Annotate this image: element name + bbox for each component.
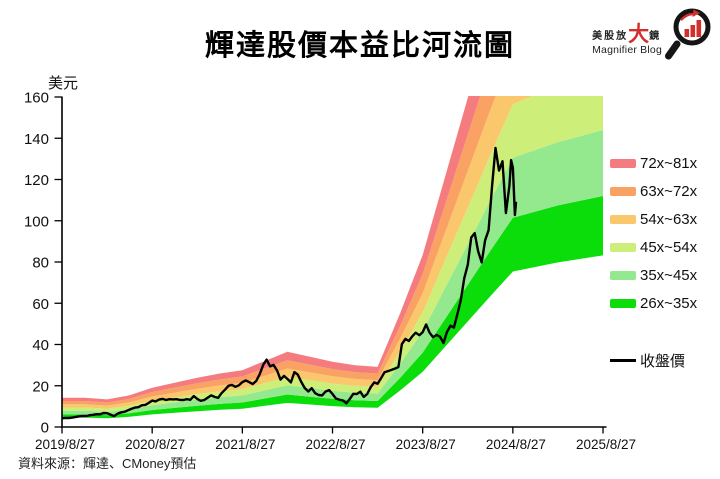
y-tick-label: 40 [32, 337, 49, 354]
brand-text: 美股放大鏡 Magnifier Blog [592, 24, 662, 63]
river-bands [62, 96, 603, 419]
x-tick-label: 2021/8/27 [215, 437, 275, 452]
legend-swatch [610, 214, 636, 224]
y-tick-label: 100 [24, 213, 49, 230]
band-54x~63x [62, 96, 532, 409]
legend-label: 35x~45x [640, 266, 698, 284]
legend-line-swatch [610, 358, 636, 362]
legend-item-63x~72x: 63x~72x [610, 177, 697, 205]
source-note: 資料來源：輝達、CMoney預估 [18, 456, 197, 471]
legend-swatch [610, 158, 636, 168]
y-tick-label: 140 [24, 131, 49, 148]
legend-label: 收盤價 [640, 352, 686, 370]
y-tick-label: 160 [24, 90, 49, 107]
legend-item-54x~63x: 54x~63x [610, 205, 697, 233]
legend-item-35x~45x: 35x~45x [610, 261, 697, 289]
brand-name-en: Magnifier Blog [592, 44, 662, 56]
chart-legend: 72x~81x 63x~72x 54x~63x 45x~54x 35x~45x 26x~3… [610, 149, 697, 374]
legend-item-45x~54x: 45x~54x [610, 233, 697, 261]
y-tick-label: 120 [24, 172, 49, 189]
legend-label: 54x~63x [640, 210, 698, 228]
x-tick-label: 2020/8/27 [125, 437, 185, 452]
y-tick-label: 20 [32, 378, 49, 395]
legend-label: 63x~72x [640, 182, 698, 200]
legend-item-26x~35x: 26x~35x [610, 289, 697, 317]
legend-swatch [610, 186, 636, 196]
brand-cn-part1: 美股放 [592, 31, 629, 42]
bar-chart-glyph [680, 9, 702, 37]
legend-label: 45x~54x [640, 238, 698, 256]
legend-item-close-price: 收盤價 [610, 346, 697, 374]
chart-title: 輝達股價本益比河流圖 [204, 30, 515, 62]
brand-cn-big: 大 [628, 23, 650, 46]
y-tick-label: 0 [41, 420, 49, 437]
legend-swatch [610, 242, 636, 252]
x-tick-label: 2019/8/27 [35, 437, 95, 452]
legend-label: 26x~35x [640, 294, 698, 312]
x-tick-label: 2023/8/27 [396, 437, 456, 452]
magnifier-icon [665, 8, 711, 60]
legend-swatch [610, 270, 636, 280]
y-tick-label: 60 [32, 296, 49, 313]
legend-label: 72x~81x [640, 154, 698, 172]
y-axis-unit-label: 美元 [48, 75, 78, 92]
band-26x~35x [62, 196, 603, 419]
brand-cn-part2: 鏡 [649, 31, 662, 42]
brand-name-cn: 美股放大鏡 [592, 24, 662, 45]
legend-swatch [610, 298, 636, 308]
x-tick-label: 2024/8/27 [486, 437, 546, 452]
band-45x~54x [62, 96, 603, 412]
x-tick-label: 2025/8/27 [576, 437, 636, 452]
brand-logo: 美股放大鏡 Magnifier Blog [592, 5, 712, 63]
x-tick-label: 2022/8/27 [305, 437, 365, 452]
band-35x~45x [62, 130, 603, 416]
price-line [62, 146, 518, 420]
legend-item-72x~81x: 72x~81x [610, 149, 697, 177]
y-tick-label: 80 [32, 255, 49, 272]
